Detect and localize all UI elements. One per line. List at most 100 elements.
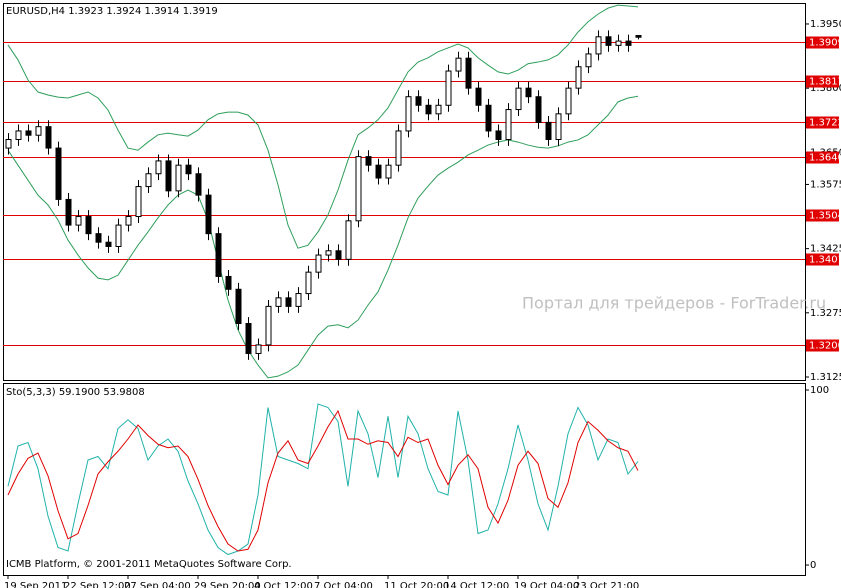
- y-tick-label: 1.3800: [810, 83, 841, 94]
- x-tick-label: 19 Oct 04:00: [514, 581, 579, 588]
- stochastic-line: [7, 409, 639, 552]
- candle-body: [575, 66, 582, 89]
- x-tick-label: 27 Sep 04:00: [124, 581, 191, 588]
- plot-layer: 1.31251.32751.34251.35751.36501.38001.39…: [3, 4, 841, 588]
- candle-body: [535, 96, 542, 123]
- x-tick-label: 11 Oct 20:00: [384, 581, 449, 588]
- candle-body: [315, 254, 322, 273]
- x-tick-label: 29 Sep 20:00: [194, 581, 261, 588]
- candle-body: [345, 220, 352, 260]
- candle-body: [355, 156, 362, 222]
- y-tick-label: 1.3125: [810, 372, 841, 383]
- candle-body: [145, 173, 152, 188]
- candle-body: [325, 250, 332, 256]
- y-tick-label: 1.3275: [810, 308, 841, 319]
- indicator-title: Sto(5,3,3) 59.1900 53.9808: [6, 387, 145, 398]
- candle-body: [225, 275, 232, 290]
- candle-body: [65, 198, 72, 226]
- candle-body: [125, 216, 132, 226]
- candle-body: [245, 323, 252, 354]
- candle-body: [95, 233, 102, 243]
- level-label-box: [806, 75, 839, 88]
- candle-body: [395, 130, 402, 166]
- candle-body: [545, 121, 552, 141]
- x-tick-label: 23 Oct 21:00: [574, 581, 639, 588]
- y-tick-label: 1.3575: [810, 179, 841, 190]
- candle-body: [485, 104, 492, 132]
- candle-body: [465, 57, 472, 89]
- level-label: 1.3640: [809, 153, 841, 164]
- level-label: 1.3722: [809, 118, 841, 129]
- candle-body: [205, 194, 212, 235]
- candle-body: [85, 216, 92, 235]
- level-label-box: [806, 36, 839, 49]
- level-label: 1.3909: [809, 38, 841, 49]
- x-tick-label: 19 Sep 2011: [4, 581, 67, 588]
- candle-body: [235, 288, 242, 325]
- candle-body: [15, 130, 22, 141]
- x-tick-label: 22 Sep 12:00: [64, 581, 131, 588]
- candle-body: [295, 293, 302, 307]
- candle-body: [5, 139, 12, 149]
- level-label-box: [806, 253, 839, 266]
- candle-body: [435, 104, 442, 115]
- stochastic-line: [7, 403, 639, 556]
- candle-body: [55, 147, 62, 200]
- candle-body: [185, 164, 192, 175]
- watermark: Портал для трейдеров - ForTrader.ru: [522, 294, 826, 313]
- stochastic-panel-frame: [3, 383, 806, 576]
- band-upper: [7, 4, 639, 249]
- candle-body: [75, 216, 82, 226]
- candle-body: [555, 113, 562, 141]
- candle-body: [515, 87, 522, 111]
- candle-body: [415, 96, 422, 106]
- level-label: 1.3200: [809, 341, 841, 352]
- candle-body: [275, 297, 282, 307]
- candle-body: [585, 53, 592, 68]
- level-label-box: [806, 339, 839, 352]
- level-label: 1.3504: [809, 211, 841, 222]
- y-tick-label: 1.3425: [810, 244, 841, 255]
- candle-body: [135, 186, 142, 218]
- candle-body: [335, 250, 342, 260]
- level-label-box: [806, 209, 839, 222]
- candle-body: [445, 70, 452, 106]
- candle-body: [625, 40, 632, 46]
- candle-body: [305, 271, 312, 295]
- candle-body: [45, 126, 52, 149]
- candle-body: [255, 344, 262, 354]
- candle-body: [475, 87, 482, 106]
- candle-body: [455, 57, 462, 72]
- copyright: ICMB Platform, © 2001-2011 MetaQuotes So…: [6, 559, 292, 570]
- candle-body: [35, 126, 42, 136]
- candle-body: [155, 160, 162, 175]
- price-panel-frame: [3, 3, 806, 381]
- level-label-box: [806, 116, 839, 129]
- candle-body: [525, 87, 532, 98]
- candle-body: [285, 297, 292, 307]
- x-tick-label: 14 Oct 12:00: [444, 581, 509, 588]
- candle-body: [595, 36, 602, 55]
- candle-body: [265, 305, 272, 346]
- y-tick-label: 1.3950: [810, 19, 841, 30]
- candle-body: [635, 35, 642, 38]
- candle-body: [195, 173, 202, 196]
- candle-body: [165, 160, 172, 192]
- level-label: 1.3401: [809, 255, 841, 266]
- band-lower: [7, 95, 639, 379]
- level-label: 1.3817: [809, 77, 841, 88]
- candle-body: [105, 241, 112, 247]
- candle-body: [605, 36, 612, 46]
- candle-body: [115, 224, 122, 247]
- chart-title: EURUSD,H4 1.3923 1.3924 1.3914 1.3919: [6, 6, 218, 17]
- candle-body: [365, 156, 372, 166]
- level-label-box: [806, 151, 839, 164]
- candle-body: [505, 109, 512, 141]
- candle-body: [375, 164, 382, 179]
- candle-body: [615, 40, 622, 46]
- candle-body: [175, 164, 182, 192]
- candle-body: [425, 104, 432, 115]
- y-tick-label: 100: [810, 385, 829, 396]
